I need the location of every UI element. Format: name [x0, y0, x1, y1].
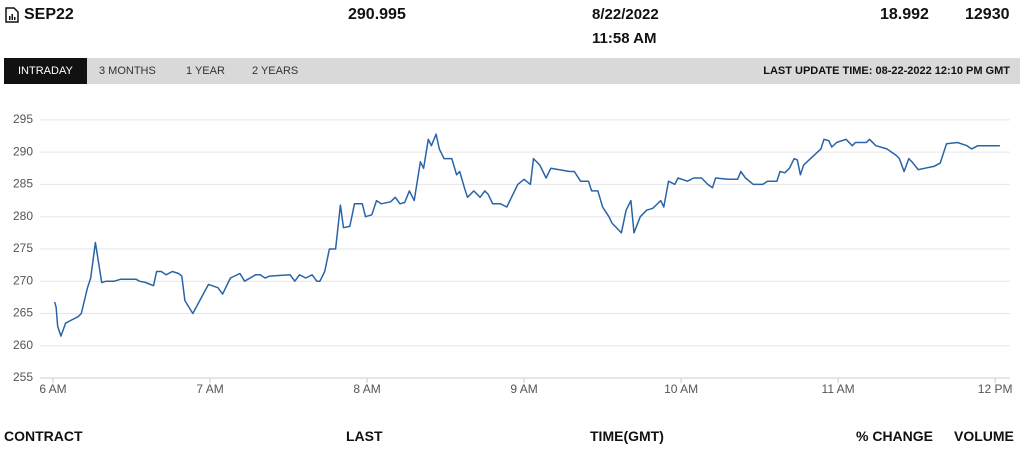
y-tick-label: 290 [13, 144, 33, 158]
contract-icon [5, 7, 19, 23]
y-tick-label: 265 [13, 306, 33, 320]
volume: 12930 [965, 6, 1010, 23]
x-tick-label: 7 AM [196, 382, 223, 396]
footer-label: LAST [346, 428, 383, 444]
x-tick-label: 9 AM [510, 382, 537, 396]
footer-label: % CHANGE [856, 428, 934, 444]
x-tick-label: 12 PM [978, 382, 1013, 396]
percent-change: 18.992 [880, 6, 929, 23]
chart: 255 260 265 270 275 280 285 290 295 6 AM 7 AM 8 AM 9… [13, 112, 1013, 396]
tab-bar: INTRADAY 3 MONTHS 1 YEAR 2 YEARS LAST UP… [4, 58, 1020, 84]
y-tick-label: 270 [13, 273, 33, 287]
last-update: LAST UPDATE TIME: 08-22-2022 12:10 PM GM… [763, 65, 1010, 77]
price-line [53, 133, 1000, 337]
y-tick-label: 275 [13, 241, 33, 255]
x-tick-label: 8 AM [353, 382, 380, 396]
x-tick-label: 6 AM [39, 382, 66, 396]
y-tick-label: 260 [13, 338, 33, 352]
quote-date: 8/22/2022 [592, 6, 659, 23]
last-price: 290.995 [348, 6, 406, 23]
y-tick-label: 255 [13, 370, 33, 384]
x-tick-label: 11 AM [822, 382, 855, 396]
footer-label: TIME(GMT) [590, 428, 664, 444]
tab[interactable]: 3 MONTHS [99, 65, 156, 77]
footer-label: VOLUME [954, 428, 1014, 444]
tab[interactable]: 1 YEAR [186, 65, 225, 77]
x-tick-label: 10 AM [664, 382, 698, 396]
y-tick-label: 295 [13, 112, 33, 126]
tab[interactable]: 2 YEARS [252, 65, 299, 77]
tab[interactable]: INTRADAY [4, 58, 87, 84]
footer-label: CONTRACT [4, 428, 83, 444]
contract: SEP22 [24, 6, 74, 23]
quote-time: 11:58 AM [592, 30, 657, 47]
y-tick-label: 285 [13, 177, 33, 191]
y-tick-label: 280 [13, 209, 33, 223]
